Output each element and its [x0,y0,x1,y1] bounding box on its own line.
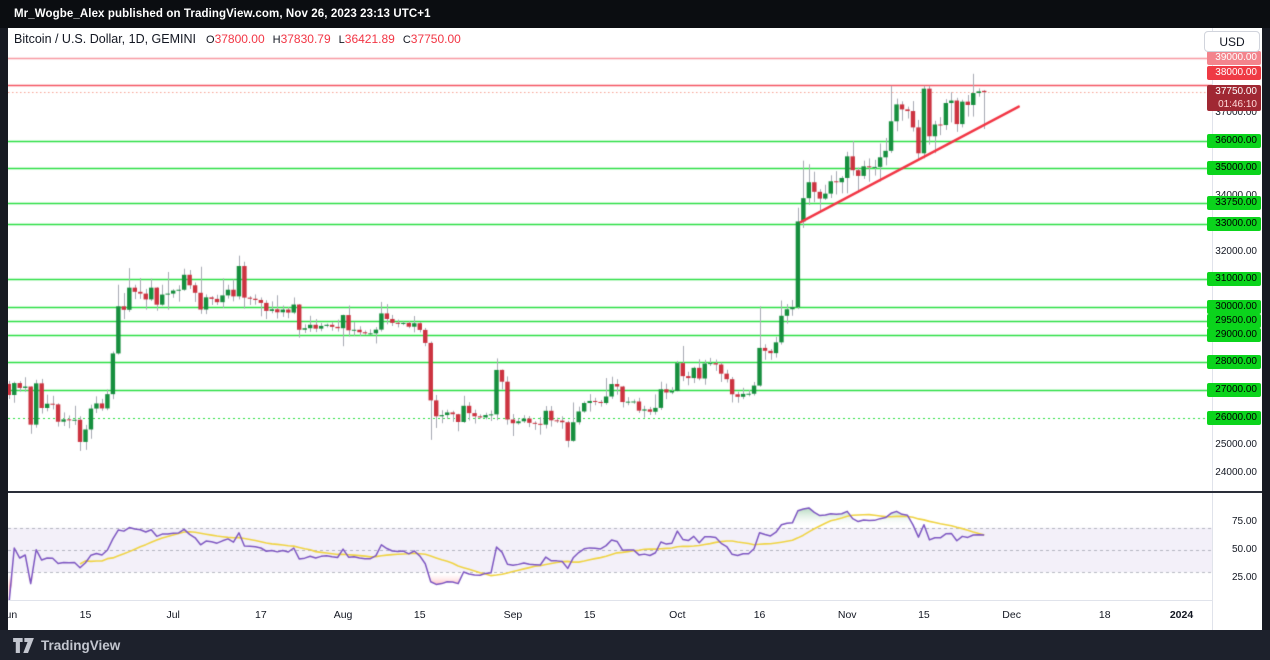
footer-bar: TradingView [0,630,1270,660]
chart-card: Bitcoin / U.S. Dollar, 1D, GEMINI O37800… [8,28,1262,630]
price-tick-24000: 24000.00 [1215,467,1257,479]
time-axis-label-2024: 2024 [1169,609,1194,621]
pane-separator[interactable] [8,491,1262,493]
support-level-label-35000: 35000.00 [1207,161,1261,176]
support-level-label-26000: 26000.00 [1207,410,1261,425]
time-axis[interactable]: Jun 15 Jul 17 Aug 15 Sep 15 Oct 16 Nov 15 Dec 18 2024 [8,600,1212,630]
time-axis-label-oct: Oct [669,609,686,621]
time-axis-label-jun: Jun [8,609,18,621]
price-tick-32000: 32000.00 [1215,245,1257,257]
support-level-label-27000: 27000.00 [1207,383,1261,397]
time-axis-label-17: 17 [255,609,267,621]
rsi-tick-50: 50.00 [1231,544,1257,555]
right-margin [1262,28,1270,630]
bar-countdown: 01:46:10 [1218,99,1257,111]
chart-header: Bitcoin / U.S. Dollar, 1D, GEMINI O37800… [8,28,1212,50]
brand-name: TradingView [41,637,121,653]
support-level-label-29000: 29000.00 [1207,327,1261,342]
rsi-tick-25: 25.00 [1231,571,1257,583]
attribution-bar: Mr_Wogbe_Alex published on TradingView.c… [0,0,1270,28]
support-level-label-30000: 30000.00 [1207,299,1261,314]
time-axis-label-16: 16 [753,609,766,621]
support-level-label-33750: 33750.00 [1207,196,1261,211]
currency-toggle-button[interactable]: USD [1204,31,1260,52]
time-axis-label-nov: Nov [837,609,857,621]
rsi-pane-canvas[interactable] [8,493,1212,600]
price-tick-34000: 34000.00 [1207,189,1261,202]
support-level-label-36000: 36000.00 [1207,133,1261,148]
support-level-label-31000: 31000.00 [1207,272,1261,287]
attribution-text: Mr_Wogbe_Alex published on TradingView.c… [14,8,431,20]
price-axis[interactable]: 37000.00 34000.00 32000.00 25000.00 24000.00… [1207,28,1262,630]
time-axis-label-18: 18 [1098,609,1111,621]
ohlc-values: O37800.00 H37830.79 L36421.89 C37750.00 [206,32,461,46]
alert-level-label-38000: 38000.00 [1207,66,1261,81]
support-level-label-28000: 28000.00 [1207,355,1261,370]
ohlc-low: L36421.89 [338,32,395,46]
time-axis-label-15: 15 [583,609,596,621]
time-axis-label-jul: Jul [166,609,180,621]
tradingview-logo-icon [13,637,34,653]
price-tick-25000: 25000.00 [1215,439,1257,451]
price-tick-37000: 37000.00 [1215,107,1257,118]
support-level-label-29500: 29500.00 [1207,313,1261,328]
symbol-title[interactable]: Bitcoin / U.S. Dollar, 1D, GEMINI [14,32,196,46]
time-axis-label-15: 15 [413,609,426,621]
time-axis-label-15: 15 [79,609,92,621]
support-level-label-33000: 33000.00 [1207,216,1261,231]
rsi-tick-75: 75.00 [1231,516,1257,528]
time-axis-label-sep: Sep [503,609,523,621]
ohlc-high: H37830.79 [272,32,331,46]
current-price-label: 37750.00 01:46:10 [1207,85,1261,112]
current-price-value: 37750.00 [1215,86,1257,98]
alert-level-label-39000: 39000.00 [1207,50,1261,65]
ohlc-close: C37750.00 [402,32,461,46]
time-axis-label-aug: Aug [333,609,353,621]
ohlc-open: O37800.00 [206,32,265,46]
time-axis-label-dec: Dec [1002,609,1021,621]
time-axis-label-15: 15 [918,609,930,621]
tradingview-logo[interactable]: TradingView [13,637,121,653]
price-pane-canvas[interactable] [8,28,1212,491]
